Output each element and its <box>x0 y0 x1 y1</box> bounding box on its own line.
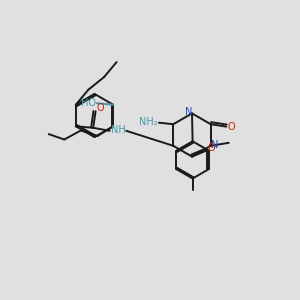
Text: NH: NH <box>111 125 125 135</box>
Text: O: O <box>207 143 215 153</box>
Text: O: O <box>97 103 104 113</box>
Text: N: N <box>185 107 192 117</box>
Text: O: O <box>227 122 235 132</box>
Text: HO: HO <box>81 98 96 108</box>
Text: N: N <box>211 140 218 150</box>
Text: NH₂: NH₂ <box>139 117 158 127</box>
